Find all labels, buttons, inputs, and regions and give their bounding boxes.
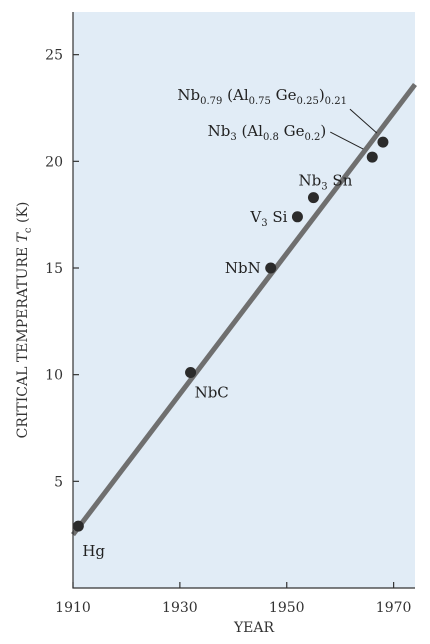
point-label: NbN xyxy=(225,259,261,277)
point-label-subscript: 0.79 xyxy=(200,96,222,107)
label-leader-line xyxy=(330,131,364,150)
point-label-subscript: 0.2 xyxy=(304,132,320,143)
point-label-text: (Al xyxy=(237,122,263,140)
point-label-text: Ge xyxy=(271,86,297,104)
point-label-text: (Al xyxy=(222,86,248,104)
x-tick-label: 1910 xyxy=(55,600,91,616)
y-axis-title-unit: (K) xyxy=(15,202,31,228)
y-tick-label: 10 xyxy=(45,368,63,384)
y-tick-label: 5 xyxy=(54,474,63,490)
y-axis-title-main: CRITICAL TEMPERATURE xyxy=(15,242,31,438)
point-label: Nb0.79 (Al0.75 Ge0.25)0.21 xyxy=(177,86,347,107)
y-tick-label: 20 xyxy=(45,154,63,170)
point-label-text: ) xyxy=(320,122,326,140)
point-label: NbC xyxy=(195,384,229,402)
y-axis-title: CRITICAL TEMPERATURE Tc (K) xyxy=(15,202,34,439)
point-label-text: Si xyxy=(268,208,288,226)
point-label-text: Nb xyxy=(299,172,322,190)
point-label: Hg xyxy=(82,542,105,560)
point-label-subscript: 3 xyxy=(321,182,327,193)
point-label: Nb3 Sn xyxy=(299,172,353,193)
point-label-subscript: 3 xyxy=(230,132,236,143)
label-leader-line xyxy=(349,108,378,134)
y-axis-title-subscript: c xyxy=(23,227,34,233)
point-label-subscript: 0.8 xyxy=(263,132,279,143)
x-axis-title: YEAR xyxy=(233,620,275,636)
point-label-text: Nb xyxy=(177,86,200,104)
point-label-text: Sn xyxy=(328,172,353,190)
x-tick-label: 1950 xyxy=(269,600,305,616)
y-axis-title-symbol: T xyxy=(15,231,31,242)
point-label-subscript: 0.75 xyxy=(249,96,271,107)
y-axis-ticks: 5 10 15 20 25 xyxy=(45,48,79,490)
label-leader-lines xyxy=(330,108,378,150)
x-axis-ticks: 1910 1930 1950 1970 xyxy=(55,582,411,616)
data-point xyxy=(366,151,378,163)
point-label-text: Nb xyxy=(208,122,231,140)
point-label-text: ) xyxy=(319,86,325,104)
data-point xyxy=(265,262,277,274)
x-tick-label: 1970 xyxy=(376,600,412,616)
point-label: V3 Si xyxy=(249,208,287,229)
x-tick-label: 1930 xyxy=(162,600,198,616)
data-point xyxy=(185,367,197,379)
plot-area xyxy=(73,12,415,588)
point-label-text: NbC xyxy=(195,384,229,402)
data-point xyxy=(307,192,319,204)
plot-axes xyxy=(72,12,415,589)
point-label-subscript: 3 xyxy=(261,218,267,229)
point-label-subscript: 0.25 xyxy=(297,96,319,107)
point-label: Nb3 (Al0.8 Ge0.2) xyxy=(208,122,327,143)
y-tick-label: 25 xyxy=(45,48,63,64)
data-points xyxy=(72,136,389,532)
y-tick-label: 15 xyxy=(45,261,63,277)
data-point xyxy=(377,136,389,148)
point-label-text: V xyxy=(249,208,262,226)
data-point xyxy=(72,520,84,532)
point-label-text: NbN xyxy=(225,259,261,277)
point-label-text: Ge xyxy=(279,122,305,140)
trend-line xyxy=(71,83,417,537)
point-label-subscript: 0.21 xyxy=(325,96,347,107)
point-label-text: Hg xyxy=(82,542,105,560)
data-point xyxy=(291,211,303,223)
